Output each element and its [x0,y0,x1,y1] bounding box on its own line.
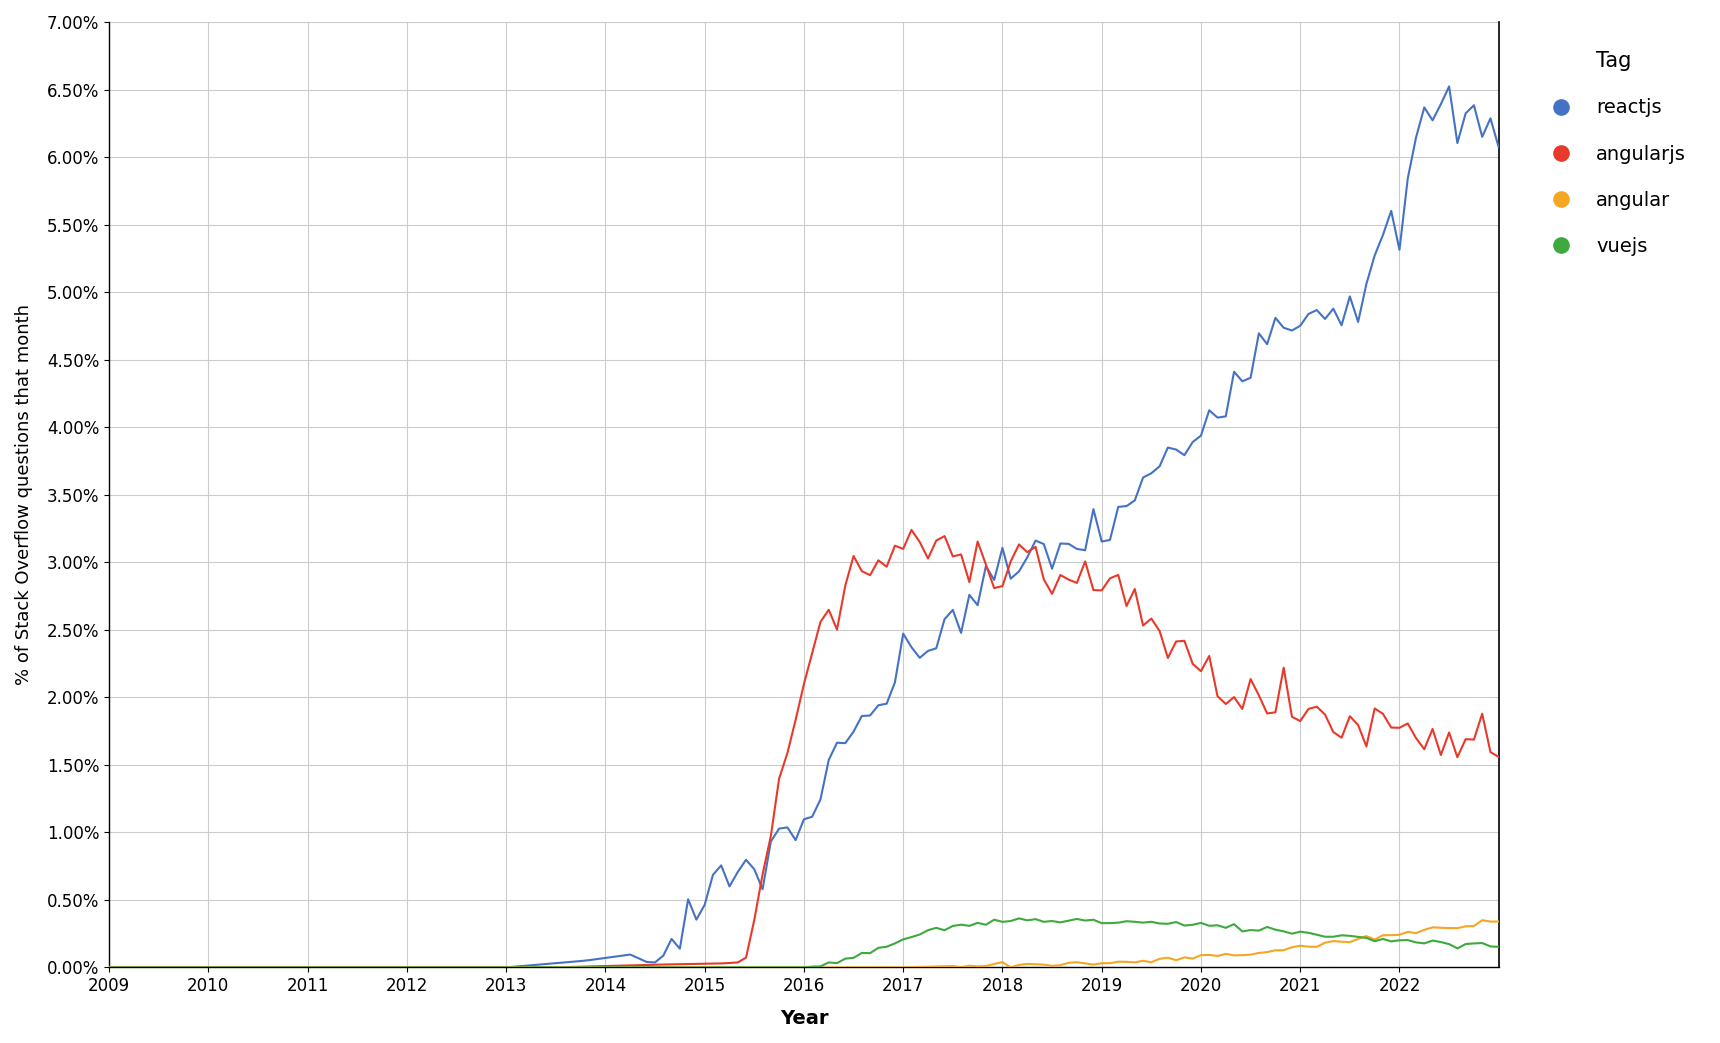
Line: angularjs: angularjs [108,530,1539,968]
vuejs [1049,916,1070,928]
angular [115,962,136,974]
angular [1158,951,1178,964]
vuejs [157,962,177,974]
reactjs [1440,80,1460,93]
angular [1042,960,1063,972]
angularjs [869,554,889,566]
vuejs [98,962,119,974]
Line: angular: angular [108,915,1539,968]
angular [98,962,119,974]
Line: reactjs: reactjs [108,87,1539,968]
reactjs [157,962,177,974]
reactjs [1042,562,1063,575]
reactjs [115,962,136,974]
angularjs [98,962,119,974]
vuejs [869,942,889,954]
angular [157,962,177,974]
angularjs [1049,568,1070,581]
angular [1529,908,1550,921]
vuejs [1008,913,1029,925]
angular [248,962,268,974]
vuejs [248,962,268,974]
vuejs [1166,916,1187,928]
reactjs [1529,108,1550,121]
reactjs [1158,441,1178,454]
angular [869,962,889,974]
angularjs [157,962,177,974]
reactjs [98,962,119,974]
angularjs [115,962,136,974]
angularjs [1166,635,1187,648]
angularjs [901,524,922,536]
Y-axis label: % of Stack Overflow questions that month: % of Stack Overflow questions that month [15,305,33,685]
angularjs [248,962,268,974]
angularjs [1529,721,1550,733]
reactjs [869,699,889,711]
vuejs [1529,942,1550,954]
vuejs [115,962,136,974]
Line: vuejs: vuejs [108,919,1539,968]
reactjs [248,962,268,974]
Legend: reactjs, angularjs, angular, vuejs: reactjs, angularjs, angular, vuejs [1522,31,1706,275]
X-axis label: Year: Year [779,1009,827,1028]
